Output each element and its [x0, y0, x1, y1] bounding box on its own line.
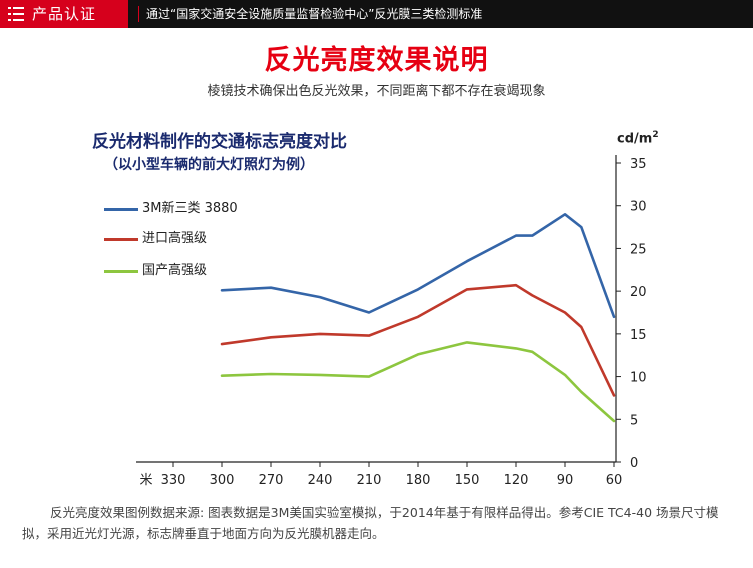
data-source-footnote: 反光亮度效果图例数据来源: 图表数据是3M美国实验室模拟，于2014年基于有限样…: [22, 505, 719, 541]
x-tick-label: 240: [308, 473, 333, 488]
x-tick-label: 270: [259, 473, 284, 488]
x-tick-label: 150: [455, 473, 480, 488]
legend-swatch-domestic: [104, 270, 138, 273]
list-icon: [8, 7, 24, 21]
certification-tag: 产品认证: [0, 0, 128, 28]
y-tick-label: 30: [630, 200, 647, 215]
y-tick-label: 35: [630, 157, 647, 172]
y-tick-label: 5: [630, 413, 638, 428]
y-tick-label: 15: [630, 328, 647, 343]
y-tick-label: 10: [630, 371, 647, 386]
y-tick-label: 0: [630, 456, 638, 471]
y-axis-unit: cd/m2: [617, 130, 659, 147]
x-tick-label: 120: [504, 473, 529, 488]
series-line-0: [220, 213, 616, 319]
certification-tag-label: 产品认证: [32, 5, 97, 23]
x-tick-label: 90: [557, 473, 574, 488]
page-title: 反光亮度效果说明: [264, 45, 489, 76]
certification-description: 通过“国家交通安全设施质量监督检验中心”反光膜三类检测标准: [146, 7, 483, 21]
legend-label-imported: 进口高强级: [142, 231, 208, 246]
series-line-2: [220, 341, 616, 423]
legend-swatch-3m: [104, 208, 138, 211]
y-tick-label: 25: [630, 242, 647, 257]
y-tick-label: 20: [630, 285, 647, 300]
x-tick-label: 330: [161, 473, 186, 488]
x-tick-label: 60: [606, 473, 623, 488]
chart-title: 反光材料制作的交通标志亮度对比: [92, 132, 347, 152]
page-subtitle: 棱镜技术确保出色反光效果，不同距离下都不存在衰竭现象: [207, 84, 546, 99]
x-tick-label: 180: [406, 473, 431, 488]
legend-label-3m: 3M新三类 3880: [142, 201, 238, 216]
series-line-1: [220, 283, 616, 397]
legend-label-domestic: 国产高强级: [142, 263, 208, 278]
legend-swatch-imported: [104, 238, 138, 241]
chart-subtitle: （以小型车辆的前大灯照灯为例）: [104, 157, 314, 173]
header-divider: [138, 6, 139, 22]
x-tick-label: 210: [357, 473, 382, 488]
top-banner: 产品认证 通过“国家交通安全设施质量监督检验中心”反光膜三类检测标准: [0, 0, 753, 28]
x-tick-label: 300: [210, 473, 235, 488]
x-axis-label: 米: [139, 473, 152, 488]
